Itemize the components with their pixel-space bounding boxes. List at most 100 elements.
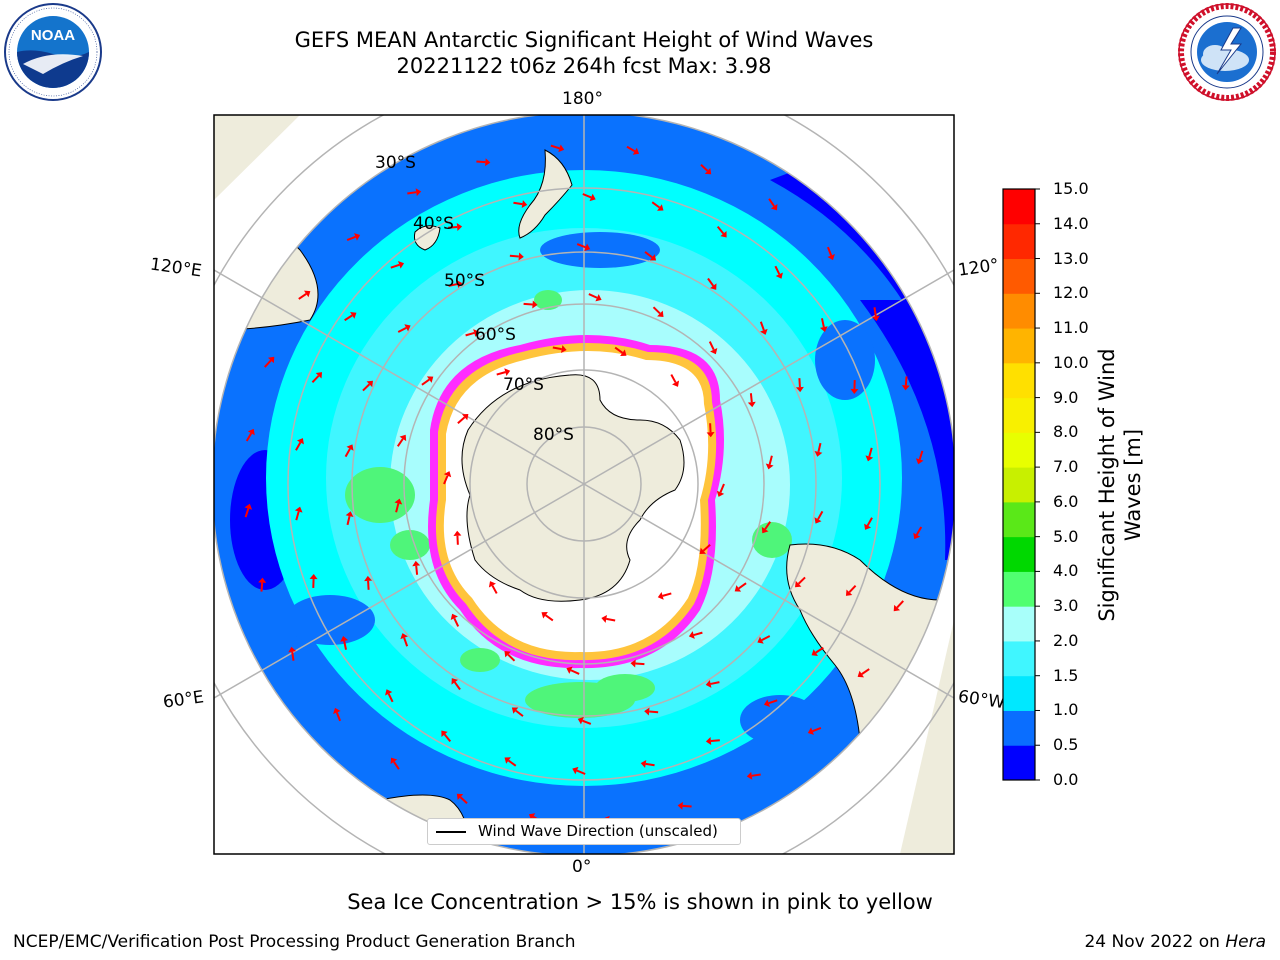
wind-arrow-shaft [866,517,873,527]
wind-arrow-shaft [550,144,560,150]
land-tasmania [414,225,441,251]
wind-arrow-shaft [260,582,264,592]
wind-arrow-shaft [509,254,519,258]
wind-arrow-head [399,434,407,442]
wind-arrow-shaft [346,235,356,242]
wind-arrow-head [309,573,318,580]
wind-arrow-shaft [702,543,711,552]
wind-arrow-head [795,386,804,393]
wind-arrow-shaft [768,198,775,207]
wind-arrow-shaft [298,293,307,300]
wind-arrow-head [404,324,411,332]
wind-arrow-shaft [749,393,753,403]
wind-arrow-head [572,766,579,775]
wind-arrow-shaft [311,375,320,383]
wind-arrow-shaft [649,710,659,714]
lat-label-60s: 60°S [475,325,516,345]
colorbar-cell [1003,189,1035,225]
wind-arrow-head [901,385,910,391]
wind-arrow-head [814,517,822,524]
wind-arrow-head [504,757,511,764]
wind-arrow-shaft [387,693,394,703]
wind-arrow-head [705,679,712,688]
wind-arrows [244,144,924,824]
wind-arrow-shaft [552,346,562,351]
wind-arrow-head [688,631,695,639]
colorbar-cell [1003,571,1035,607]
wind-arrow-head [595,294,602,302]
wind-arrow-head [657,592,664,600]
wind-arrow-head [244,503,253,510]
colorbar-cell [1003,745,1035,781]
wind-arrow-head [412,560,421,567]
wind-arrow-head [541,611,548,619]
wind-arrow-shaft [645,762,655,767]
colorbar-tick-label: 13.0 [1053,248,1089,268]
wind-arrow-shaft [448,283,458,287]
wind-arrow-shaft [761,635,771,642]
wind-arrow-shaft [459,796,468,804]
legend-label: Wind Wave Direction (unscaled) [478,822,718,840]
colorbar-tick-label: 1.0 [1053,700,1079,720]
wind-arrow-shaft [407,191,417,195]
wind-arrow-shaft [343,640,347,650]
wind-arrow-shaft [448,225,458,229]
colorbar-tick-label: 6.0 [1053,491,1079,511]
lat-label-50s: 50°S [444,271,485,291]
wind-arrow-head [521,200,528,209]
wind-arrow-shaft [245,432,253,442]
wind-arrow-shaft [403,637,409,647]
wind-arrow-shaft [496,371,506,376]
colorbar-cell [1003,501,1035,538]
wind-arrow-shaft [606,617,616,622]
wind-arrow-shaft [415,565,419,575]
colorbar-cell [1003,397,1035,433]
wind-arrow-head [850,388,859,395]
wind-arrow-shaft [367,580,370,590]
wind-arrow-shaft [774,265,781,275]
colorbar-label: Significant Height of Wind Waves [m] [1095,348,1145,622]
wind-arrow-shaft [797,576,806,585]
wind-arrow-head [710,283,717,290]
wind-arrow-head [845,589,853,596]
wind-arrow-head [814,450,823,457]
wind-arrow-shaft [393,761,400,770]
wind-arrow-head [394,498,403,505]
lat-label-80s: 80°S [533,425,574,445]
wind-arrow-shaft [491,585,498,594]
wind-arrow-shaft [670,374,677,383]
lat-label-70s: 70°S [503,375,544,395]
colorbar-cell [1003,467,1035,503]
wind-arrow-head [345,511,354,518]
noaa-logo-text: NOAA [31,27,75,44]
wind-arrow-shaft [751,773,761,777]
wind-arrow-shaft [396,438,404,447]
wind-arrow-shaft [710,739,720,743]
colorbar-cell [1003,675,1035,711]
wind-arrow-head [296,438,304,445]
colorbar-cell [1003,710,1035,746]
wind-arrow-head [657,310,664,317]
wind-arrow-head [451,678,458,685]
wind-arrow-shaft [635,662,645,666]
wind-arrow-head [760,328,768,335]
wind-arrow-shaft [582,193,592,199]
wind-arrow-shaft [507,759,517,767]
credit-date-text: 24 Nov 2022 on [1084,932,1220,952]
wind-arrow-shaft [764,521,772,530]
wind-arrow-head [819,326,828,332]
wind-arrow-shaft [346,515,351,526]
wind-arrow-head [765,463,774,470]
colorbar-tick-label: 0.5 [1053,735,1079,755]
wind-arrow-shaft [817,442,822,453]
wind-arrow-shaft [443,733,452,742]
colorbar-cell [1003,536,1035,572]
wind-arrow-head [333,707,341,714]
wind-arrow-head [913,532,921,540]
wind-arrow-head [857,670,865,678]
colorbar-tick-label: 14.0 [1053,213,1089,233]
wind-arrow-head [443,471,452,478]
wind-arrow-shaft [614,346,624,354]
wind-arrow-shaft [344,448,351,458]
map-legend: Wind Wave Direction (unscaled) [427,818,741,845]
